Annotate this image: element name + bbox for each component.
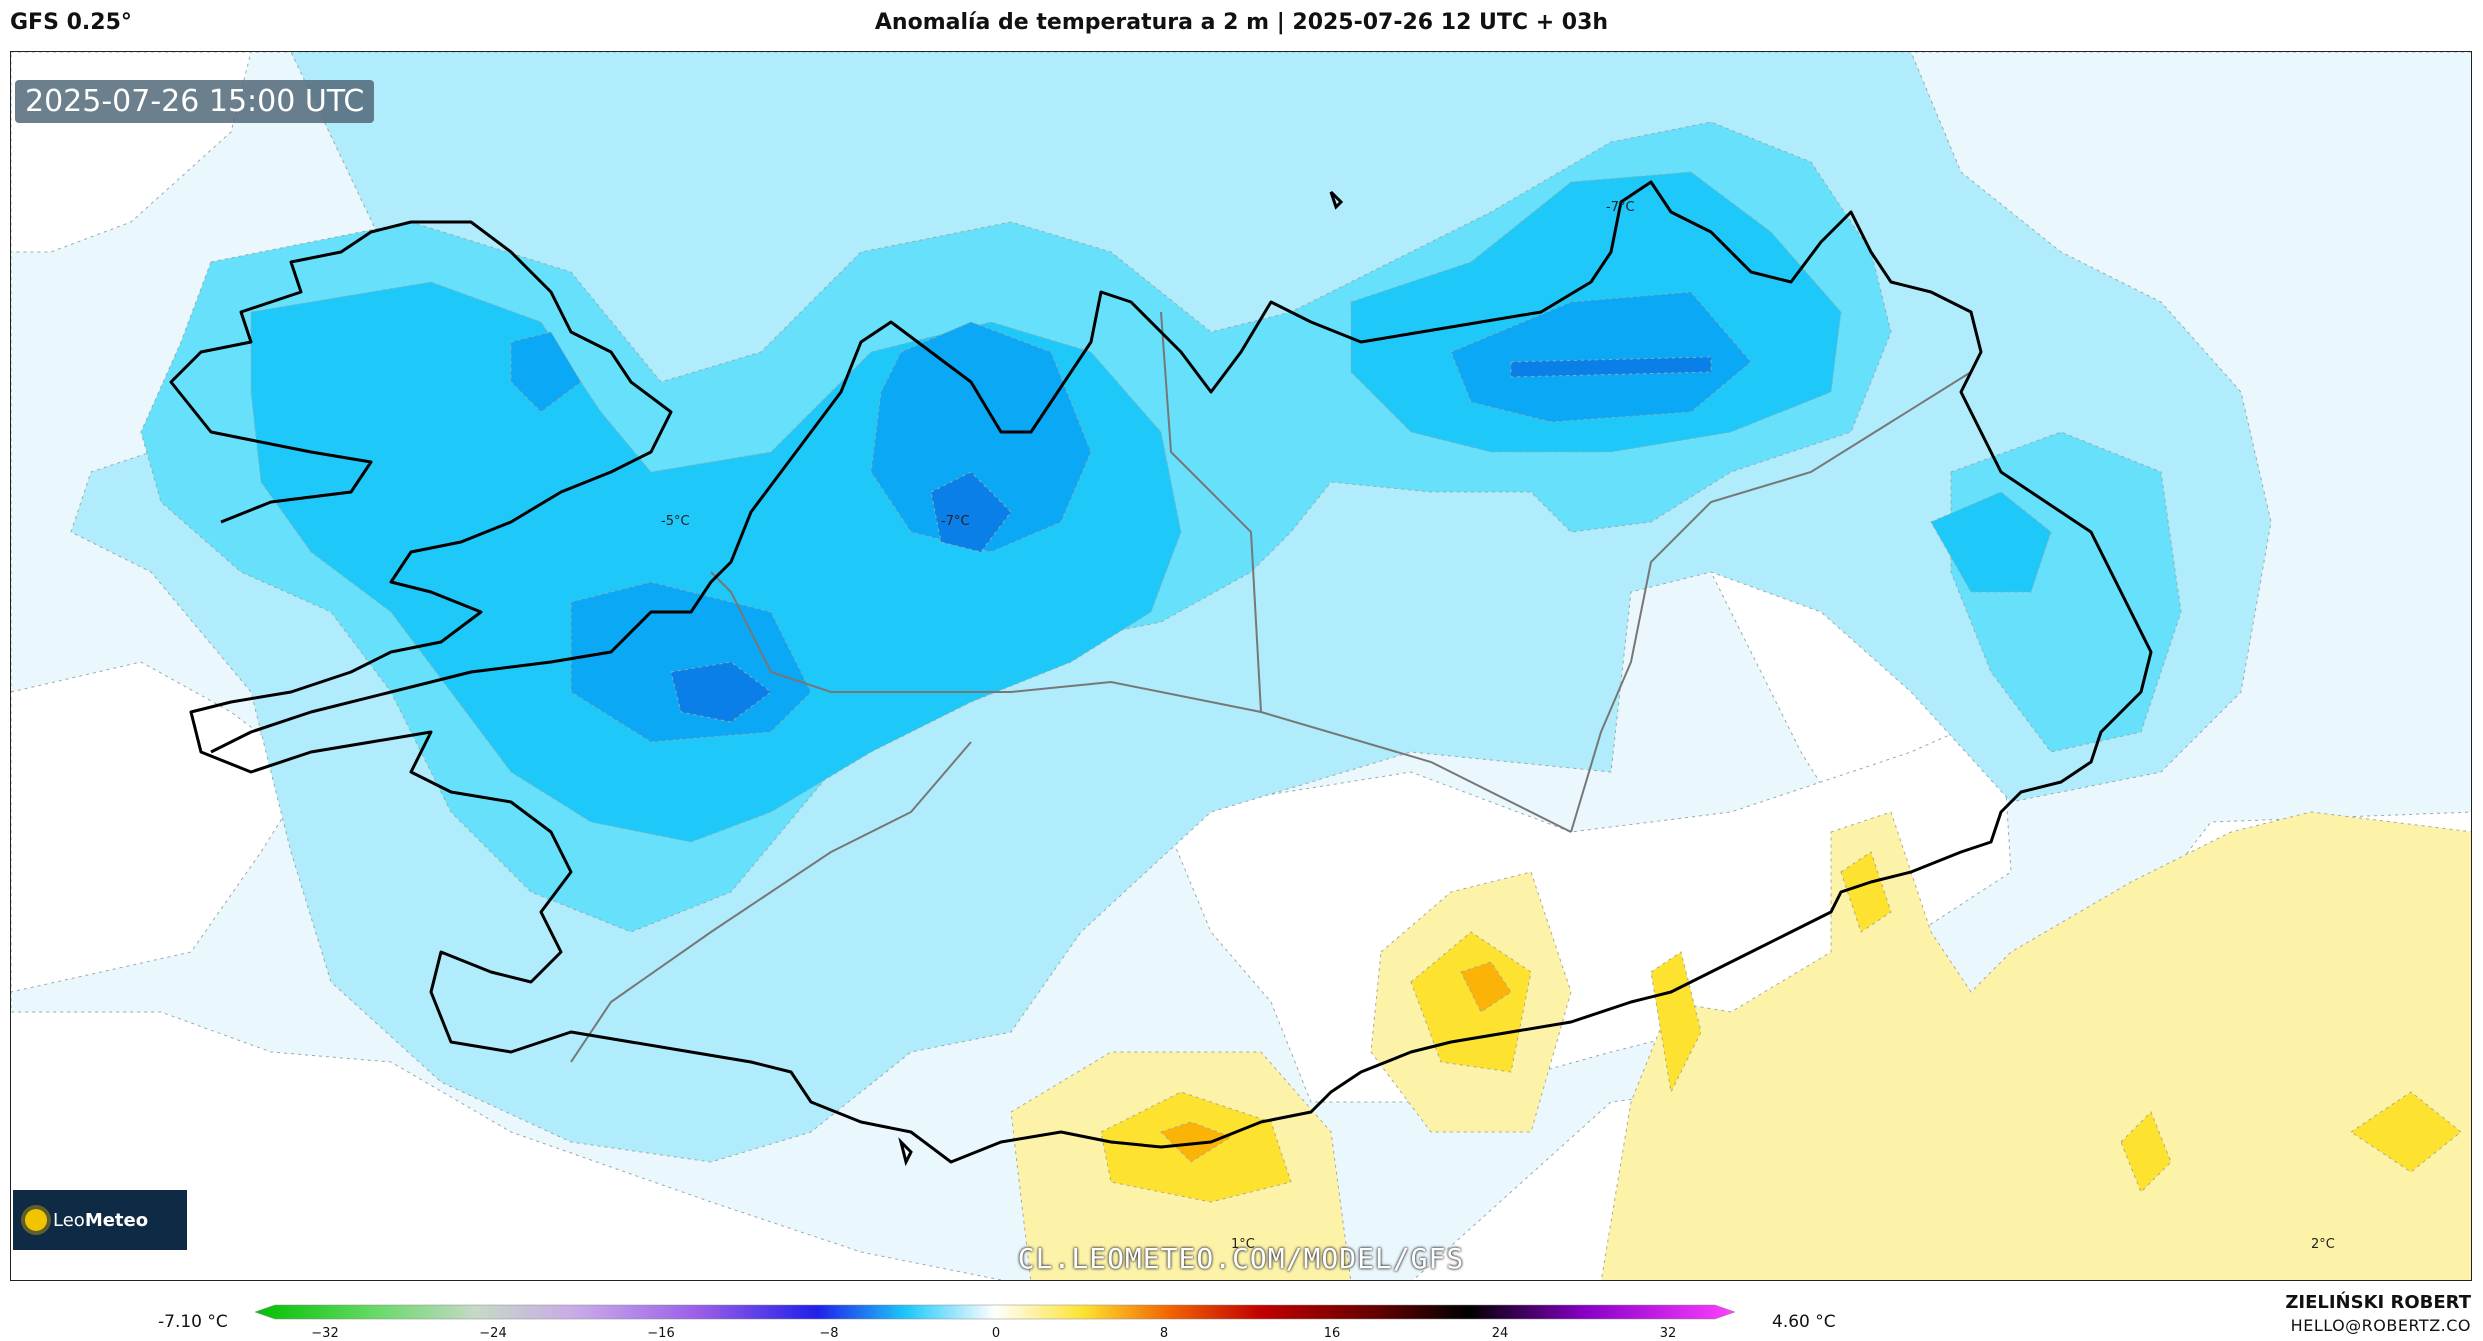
anomaly-zone-deep-blue [670, 661, 772, 723]
sun-icon [25, 1209, 47, 1231]
anomaly-zone-orange [1460, 961, 1512, 1013]
contour-label: -7°C [941, 514, 970, 529]
map-panel[interactable]: 2025-07-26 15:00 UTC -5°C -7°C -7°C 1°C … [10, 51, 2472, 1281]
logo-text: LeoMeteo [53, 1209, 149, 1231]
anomaly-zone-white [11, 661, 312, 993]
map-title: Anomalía de temperatura a 2 m | 2025-07-… [874, 10, 1609, 35]
coastline [898, 1137, 913, 1167]
contour-label: -7°C [1606, 200, 1635, 215]
anomaly-zone-deep-blue [1510, 356, 1712, 378]
anomaly-zone-yellow [2350, 1091, 2462, 1173]
colorbar-tick: −32 [311, 1326, 339, 1341]
coastline [169, 180, 2153, 1164]
region-boundary [570, 311, 1972, 1063]
contour-label: -5°C [661, 514, 690, 529]
model-label: GFS 0.25° [10, 10, 132, 35]
anomaly-zone-blue [510, 331, 582, 413]
anomaly-zone-blue [1450, 291, 1752, 423]
contour-label: 2°C [2311, 1237, 2335, 1252]
colorbar-tick: 16 [1323, 1326, 1341, 1341]
colorbar-tick: −16 [647, 1326, 675, 1341]
anomaly-zone-cyan [1930, 491, 2052, 593]
anomaly-zone-yellow [1650, 951, 1702, 1094]
author-email[interactable]: HELLO@ROBERTZ.CO [2290, 1316, 2471, 1335]
author-name: ZIELIŃSKI ROBERT [2285, 1292, 2471, 1313]
temperature-anomaly-map [11, 52, 2471, 1280]
anomaly-zone-light-yellow [1600, 811, 2471, 1280]
colorbar-tick: 0 [991, 1326, 1001, 1341]
colorbar-tick: −8 [819, 1326, 839, 1341]
anomaly-zone-yellow [1840, 851, 1892, 933]
contour-label: 1°C [1231, 1237, 1255, 1252]
anomaly-zone-deep-blue [930, 471, 1012, 553]
site-watermark: CL.LEOMETEO.COM/MODEL/GFS [1017, 1242, 1465, 1275]
anomaly-zone-yellow [1410, 931, 1532, 1073]
colorbar-min-label: -7.10 °C [158, 1312, 228, 1332]
forecast-timestamp: 2025-07-26 15:00 UTC [15, 80, 375, 123]
colorbar-tick: −24 [479, 1326, 507, 1341]
colorbar-tick: 32 [1659, 1326, 1677, 1341]
leometeo-logo[interactable]: LeoMeteo [13, 1190, 187, 1250]
coastline [1329, 190, 1344, 210]
colorbar [255, 1304, 1735, 1320]
colorbar-tick: 8 [1159, 1326, 1169, 1341]
anomaly-zone-blue [870, 321, 1092, 553]
colorbar-tick: 24 [1491, 1326, 1509, 1341]
anomaly-zone-yellow [2120, 1111, 2172, 1193]
colorbar-max-label: 4.60 °C [1772, 1312, 1836, 1332]
